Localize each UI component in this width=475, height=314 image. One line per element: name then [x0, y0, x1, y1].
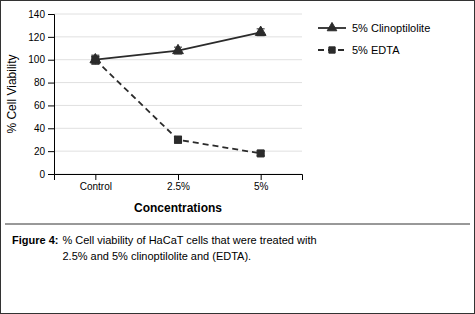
y-axis-line [48, 15, 55, 175]
legend-item: 5% Clinoptilolite [318, 22, 430, 34]
y-tick-mark [48, 14, 54, 15]
y-tick-label: 40 [34, 123, 46, 134]
y-tick-label: 80 [34, 77, 46, 88]
data [90, 26, 266, 157]
y-tick-label: 60 [34, 100, 46, 111]
point [173, 44, 184, 53]
grid-line [54, 105, 302, 106]
x-tick: 2.5% [167, 174, 190, 192]
x-tick-mark [261, 174, 262, 180]
x-axis-line [55, 175, 303, 181]
series [90, 26, 266, 64]
y-tick-mark [48, 151, 54, 152]
y-tick: 140 [28, 9, 54, 20]
y-axis-title: % Cell Viability [5, 54, 19, 133]
series [91, 56, 264, 157]
y-tick: 40 [34, 123, 54, 134]
x-tick: 5% [254, 174, 269, 192]
caption-text: % Cell viability of HaCaT cells that wer… [62, 234, 316, 262]
grid-line [54, 128, 302, 129]
legend-item: 5% EDTA [318, 44, 400, 56]
y-tick: 120 [28, 32, 54, 43]
grid [54, 14, 302, 174]
caption-label: Figure 4: [12, 234, 58, 246]
grid-line [54, 151, 302, 152]
x-tick-label: 2.5% [167, 181, 190, 192]
y-tick: 20 [34, 146, 54, 157]
y-tick-mark [48, 37, 54, 38]
point [174, 136, 181, 143]
figure-border [1, 1, 475, 314]
error-bar [174, 136, 182, 143]
x-tick-mark [178, 174, 179, 180]
legend: 5% Clinoptilolite 5% EDTA [318, 22, 430, 56]
grid-line [54, 82, 302, 83]
x-tick-mark [95, 174, 96, 180]
y-tick-label: 0 [39, 169, 45, 180]
y-tick-mark [48, 83, 54, 84]
chart: 0 20 40 60 80 100 120 140 Control 2.5% 5% Concentra… [0, 0, 475, 314]
x-axis-title: Concentrations [134, 201, 222, 215]
y-tick-mark [48, 105, 54, 106]
point [257, 150, 264, 157]
y-tick-mark [48, 128, 54, 129]
y-tick: 100 [28, 54, 54, 65]
grid-line [54, 36, 302, 37]
x-axis: Control 2.5% 5% [55, 174, 303, 192]
y-tick: 60 [34, 100, 54, 111]
y-tick-mark [48, 60, 54, 61]
y-tick-mark [48, 174, 54, 175]
y-tick: 0 [39, 169, 54, 180]
y-tick-label: 20 [34, 146, 46, 157]
series-line [95, 60, 260, 154]
legend-label: 5% Clinoptilolite [352, 22, 430, 34]
point [90, 54, 101, 63]
point [92, 56, 99, 63]
x-tick-label: 5% [254, 181, 269, 192]
error-bar [91, 55, 99, 64]
error-bar [91, 56, 99, 63]
series-line [95, 32, 260, 59]
plot: 0 20 40 60 80 100 120 140 Control 2.5% 5% Concentra… [5, 9, 303, 215]
divider [5, 224, 470, 225]
y-tick-label: 140 [28, 9, 45, 20]
y-axis: 0 20 40 60 80 100 120 140 [28, 9, 54, 180]
point [255, 26, 266, 35]
x-tick-label: Control [80, 181, 112, 192]
grid-line [54, 14, 302, 15]
legend-marker [327, 22, 337, 30]
legend-marker [329, 47, 335, 53]
y-tick-label: 120 [28, 32, 45, 43]
legend-label: 5% EDTA [352, 44, 400, 56]
y-tick: 80 [34, 77, 54, 88]
x-tick: Control [80, 174, 112, 192]
y-tick-label: 100 [28, 54, 45, 65]
